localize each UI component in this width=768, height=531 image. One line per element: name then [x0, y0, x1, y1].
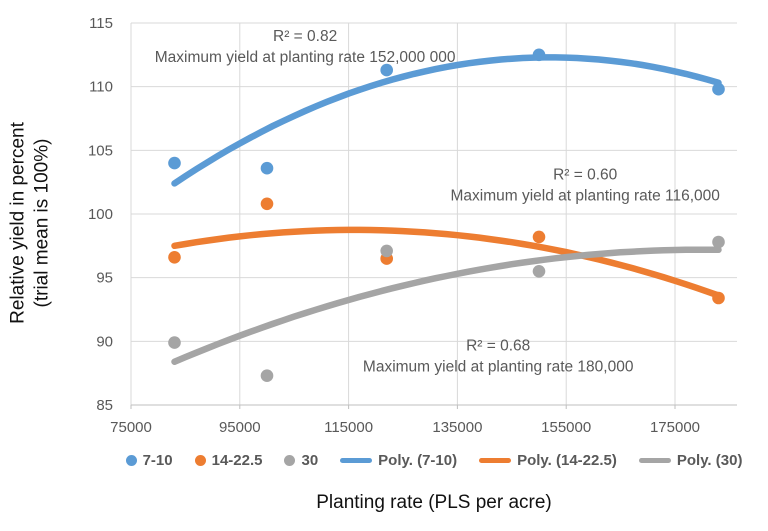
data-point [712, 235, 725, 249]
trendline-Poly. (7-10) [171, 54, 722, 187]
annotation: R² = 0.68 Maximum yield at planting rate … [363, 337, 634, 375]
annotation-line: R² = 0.82 [273, 28, 337, 45]
annotation-line: R² = 0.60 [553, 167, 618, 184]
trendline-Poly. (14-22.5) [171, 226, 722, 299]
legend-item-14-22-5: 14-22.5 [194, 452, 263, 469]
data-point [260, 369, 274, 383]
series-30 [168, 235, 725, 383]
legend-item-30: 30 [284, 452, 318, 469]
x-tick-label: 175000 [650, 419, 700, 436]
legend-item-poly-30: Poly. (30) [638, 452, 743, 469]
x-tick-label: 75000 [110, 419, 152, 436]
legend-line-marker [340, 458, 373, 463]
x-axis-title: Planting rate (PLS per acre) [316, 492, 552, 513]
y-tick-label: 90 [96, 333, 113, 350]
x-tick-label: 135000 [432, 419, 482, 436]
legend-dot-marker [284, 455, 296, 466]
x-tick-label: 155000 [541, 419, 591, 436]
annotation-line: Maximum yield at planting rate 152,000 0… [155, 49, 456, 66]
legend-line-marker [479, 458, 512, 463]
legend-item-7-10: 7-10 [125, 452, 173, 469]
legend-label: Poly. (7-10) [378, 452, 458, 469]
legend-dot-marker [194, 455, 206, 466]
data-point [168, 156, 181, 170]
trendline-Poly. (30) [171, 246, 722, 365]
y-tick-label: 115 [89, 15, 113, 32]
annotation: R² = 0.82 Maximum yield at planting rate … [155, 28, 456, 66]
annotation-line: Maximum yield at planting rate 180,000 [363, 358, 634, 375]
plot-area: R² = 0.82 Maximum yield at planting rate … [88, 15, 737, 436]
legend-label: 7-10 [142, 452, 173, 469]
data-point [168, 336, 181, 349]
y-tick-label: 85 [96, 397, 113, 414]
y-tick-label: 110 [89, 79, 113, 96]
data-point [260, 197, 274, 211]
data-point [168, 250, 181, 264]
annotation-line: R² = 0.68 [466, 337, 530, 354]
data-point [712, 82, 725, 96]
x-tick-label: 95000 [219, 419, 261, 436]
y-axis-title-text: Relative yield in percent (trial mean is… [6, 0, 54, 445]
y-axis-title-line2: (trial mean is 100%) [31, 138, 52, 307]
y-tick-label: 105 [88, 142, 113, 159]
data-point [260, 161, 274, 175]
y-tick-label: 95 [96, 270, 113, 287]
legend: 7-10 14-22.5 30 Poly. (7-10) Poly. (14-2… [125, 452, 742, 469]
gridlines [130, 22, 737, 406]
data-point [532, 265, 546, 278]
legend-label: Poly. (14-22.5) [517, 452, 617, 469]
data-point [380, 244, 394, 258]
legend-label: 14-22.5 [211, 452, 263, 469]
y-axis-title-line1: Relative yield in percent [7, 121, 28, 324]
legend-line-marker [638, 458, 671, 463]
data-point [380, 63, 394, 77]
annotation-line: Maximum yield at planting rate 116,000 [451, 188, 721, 205]
legend-item-poly-7-10: Poly. (7-10) [340, 452, 457, 469]
annotation: R² = 0.60 Maximum yield at planting rate … [451, 167, 721, 205]
legend-label: 30 [301, 452, 319, 469]
legend-label: Poly. (30) [676, 452, 743, 469]
data-point [532, 230, 546, 244]
legend-dot-marker [125, 455, 137, 466]
y-axis-title: Relative yield in percent (trial mean is… [6, 0, 54, 445]
x-tick-label: 115000 [324, 419, 373, 436]
y-tick-label: 100 [88, 206, 113, 223]
legend-item-poly-14-22-5: Poly. (14-22.5) [479, 452, 617, 469]
